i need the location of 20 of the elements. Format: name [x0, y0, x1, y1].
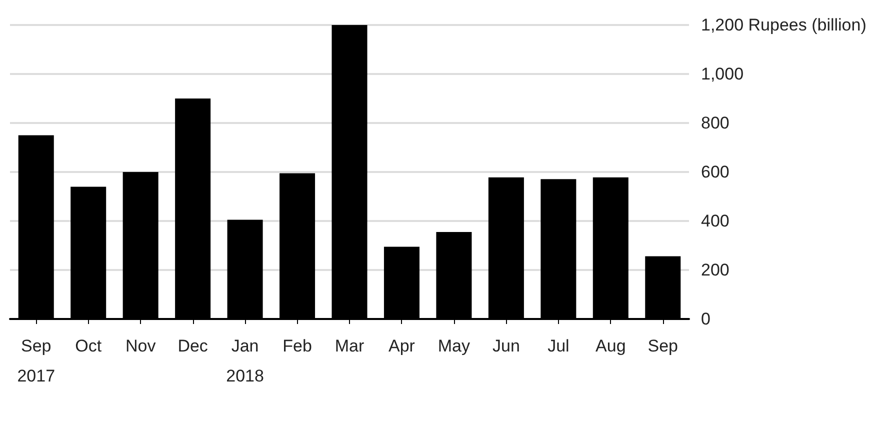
x-tick-label: Apr	[388, 336, 416, 356]
x-tick-label: Jan 2018	[226, 336, 264, 386]
x-tick-label: Sep	[648, 336, 678, 356]
x-tick-label: Sep 2017	[17, 336, 56, 386]
x-tick-label: Feb	[282, 336, 312, 356]
y-tick-label: 1,000	[701, 64, 744, 84]
y-tick-label: 800	[701, 114, 730, 132]
x-tick-label: Dec	[178, 336, 208, 356]
x-tick-label: Jul	[548, 336, 570, 356]
x-tick-label: Aug	[596, 336, 626, 356]
y-tick-label: 200	[701, 260, 730, 280]
x-tick-label: Mar	[334, 336, 364, 356]
y-tick-label: 1,200 Rupees (billion)	[701, 16, 866, 34]
x-tick-label: May	[438, 336, 471, 356]
x-tick-label: Nov	[125, 336, 156, 356]
x-tick-label: Oct	[75, 336, 102, 356]
y-tick-label: 600	[701, 162, 730, 182]
y-tick-label: 0	[701, 310, 710, 328]
x-tick-label: Jun	[492, 336, 520, 356]
y-tick-label: 400	[701, 212, 730, 230]
